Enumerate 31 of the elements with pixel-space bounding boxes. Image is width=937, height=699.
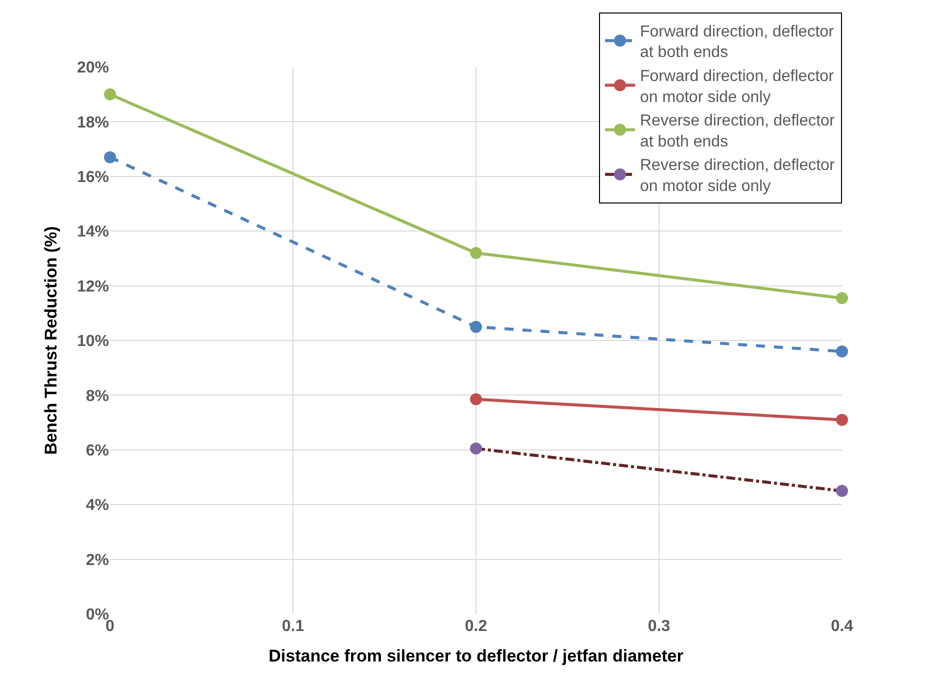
x-tick-label: 0.1 <box>282 618 304 635</box>
y-tick-label: 10% <box>76 333 109 350</box>
point <box>836 484 848 497</box>
point <box>836 292 848 304</box>
y-tick-label: 4% <box>86 497 109 514</box>
x-tick-label: 0.3 <box>648 618 670 635</box>
point <box>836 414 848 426</box>
point <box>470 320 482 333</box>
point <box>470 393 482 406</box>
legend-label: Forward direction, deflector on motor side only <box>640 68 835 106</box>
y-tick-label: 14% <box>76 224 109 241</box>
legend-label: Reverse direction, deflector at both ends <box>640 112 836 150</box>
x-axis-title: Distance from silencer to deflector / jetfan diameter <box>268 646 684 666</box>
y-tick-label: 20% <box>76 60 109 77</box>
y-tick-label: 12% <box>76 278 109 296</box>
y-tick-label: 8% <box>86 388 109 405</box>
point <box>470 246 482 259</box>
legend-label: Reverse direction, deflector on motor side only <box>640 157 836 196</box>
point <box>836 345 848 358</box>
x-tick-label: 0.4 <box>830 618 854 635</box>
x-tick-label: 0 <box>106 618 115 635</box>
y-tick-label: 18% <box>76 114 109 132</box>
x-tick-label: 0.2 <box>464 618 488 635</box>
point <box>104 88 116 100</box>
y-tick-label: 6% <box>86 442 109 460</box>
point <box>470 442 482 455</box>
legend-label: Forward direction, deflector at both ends <box>640 23 835 62</box>
point <box>104 151 116 164</box>
y-tick-label: 16% <box>76 169 109 186</box>
y-tick-label: 2% <box>86 552 109 569</box>
y-axis-title: Bench Thrust Reduction (%) <box>42 226 61 455</box>
